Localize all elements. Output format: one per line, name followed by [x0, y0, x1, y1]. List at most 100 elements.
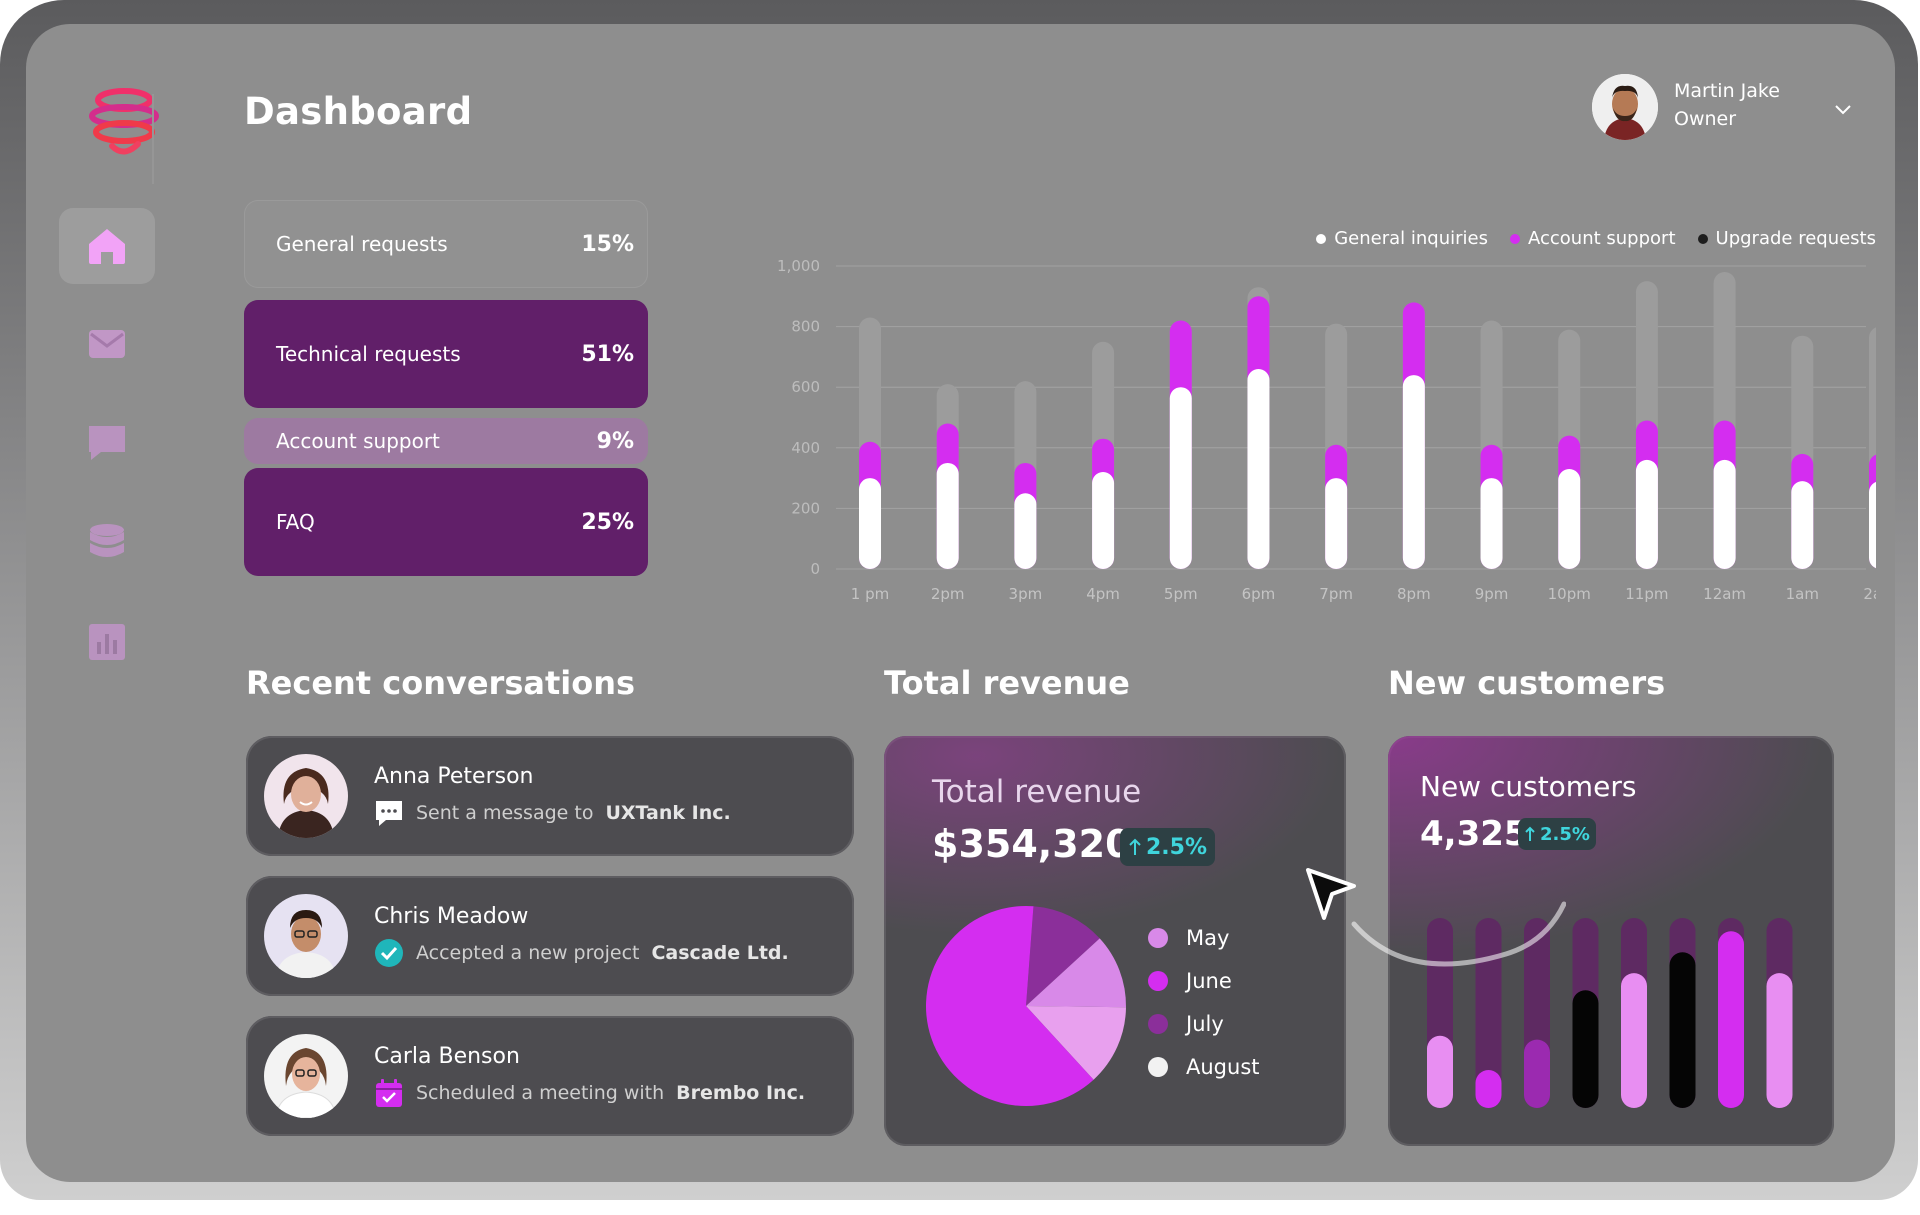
pie-legend-label: June: [1186, 968, 1232, 993]
bar-general-inquiries[interactable]: [1635, 459, 1658, 569]
customers-bar-chart: [1427, 918, 1793, 1108]
request-card-account[interactable]: Account support 9%: [244, 418, 648, 464]
request-card-general[interactable]: General requests 15%: [244, 200, 648, 288]
bar-general-inquiries[interactable]: [1402, 375, 1425, 569]
legend-dot: [1510, 233, 1520, 244]
request-label: Account support: [276, 429, 440, 453]
revenue-change-value: 2.5%: [1146, 834, 1208, 860]
bar-general-inquiries[interactable]: [1558, 469, 1581, 569]
activity-company[interactable]: Cascade Ltd.: [651, 942, 789, 964]
requests-bar-chart: General inquiries Account support Upgrad…: [766, 214, 1876, 614]
cursor-icon: [1306, 868, 1356, 920]
conversation-card[interactable]: Carla Benson Scheduled a meeting with Br…: [246, 1016, 854, 1136]
section-title-customers: New customers: [1388, 664, 1666, 702]
check-icon: [374, 938, 404, 968]
request-label: General requests: [276, 232, 448, 256]
customers-change-value: 2.5%: [1540, 823, 1590, 845]
pie-legend-dot: [1148, 1013, 1168, 1034]
avatar-chris-icon: [264, 894, 348, 978]
user-menu[interactable]: Martin Jake Owner: [1592, 74, 1872, 154]
chart-legend: General inquiries Account support Upgrad…: [1316, 228, 1876, 249]
bar-general-inquiries[interactable]: [1169, 387, 1192, 569]
nav-messages[interactable]: [59, 306, 155, 382]
activity-company[interactable]: UXTank Inc.: [605, 802, 731, 824]
contact-name: Chris Meadow: [374, 904, 529, 929]
legend-dot: [1697, 233, 1708, 244]
contact-name: Anna Peterson: [374, 764, 534, 789]
customer-bar[interactable]: [1524, 1039, 1550, 1108]
customers-card[interactable]: New customers 4,325 2.5%: [1388, 736, 1834, 1146]
x-tick-label: 1am: [1786, 585, 1819, 603]
arrow-up-icon: [1129, 838, 1141, 855]
x-tick-label: 11pm: [1625, 585, 1668, 603]
mail-icon: [89, 330, 125, 358]
calendar-icon: [374, 1078, 404, 1108]
revenue-card[interactable]: Total revenue $354,320 2.5% May June Jul…: [884, 736, 1346, 1146]
request-card-technical[interactable]: Technical requests 51%: [244, 300, 648, 408]
pie-slice-june[interactable]: [926, 906, 1094, 1106]
x-tick-label: 2am: [1863, 585, 1876, 603]
legend-item-account: Account support: [1510, 228, 1676, 249]
pie-legend-item: May: [1148, 916, 1260, 959]
nav-analytics[interactable]: [59, 604, 155, 680]
pie-slice-july[interactable]: [1026, 906, 1100, 1006]
pie-slice-may[interactable]: [1026, 938, 1126, 1008]
x-tick-label: 3pm: [1009, 585, 1043, 603]
avatar: [264, 754, 348, 838]
request-percentage: 25%: [581, 509, 634, 535]
legend-label: Upgrade requests: [1715, 228, 1876, 249]
request-label: Technical requests: [276, 342, 461, 366]
avatar: [264, 894, 348, 978]
bar-general-inquiries[interactable]: [859, 478, 881, 569]
activity-company[interactable]: Brembo Inc.: [676, 1082, 806, 1104]
request-percentage: 15%: [581, 231, 634, 257]
activity-action: Scheduled a meeting with: [416, 1082, 665, 1104]
chevron-down-icon[interactable]: [1832, 98, 1854, 120]
bar-general-inquiries[interactable]: [1014, 493, 1037, 569]
revenue-glow: [884, 736, 1344, 936]
customer-bar[interactable]: [1621, 973, 1647, 1108]
x-tick-label: 4pm: [1086, 585, 1120, 603]
y-tick-label: 600: [791, 378, 820, 396]
customer-bar[interactable]: [1766, 973, 1793, 1108]
nav-home[interactable]: [59, 208, 155, 284]
customer-bar[interactable]: [1427, 1035, 1453, 1108]
customer-bar[interactable]: [1475, 1070, 1502, 1108]
bar-general-inquiries[interactable]: [1325, 478, 1348, 569]
customer-bar-track: [1475, 918, 1502, 1108]
pie-legend-label: August: [1186, 1054, 1260, 1079]
customer-bar[interactable]: [1572, 990, 1599, 1108]
bar-general-inquiries[interactable]: [1480, 478, 1503, 569]
customer-bar[interactable]: [1669, 952, 1696, 1108]
request-card-faq[interactable]: FAQ 25%: [244, 468, 648, 576]
customer-bar[interactable]: [1718, 931, 1744, 1108]
y-tick-label: 1,000: [777, 257, 820, 275]
x-tick-label: 9pm: [1475, 585, 1509, 603]
user-role: Owner: [1674, 108, 1737, 130]
bar-general-inquiries[interactable]: [1713, 459, 1736, 569]
pie-legend: May June July August: [1148, 916, 1260, 1088]
pie-slice-august[interactable]: [1026, 1006, 1126, 1080]
section-title-revenue: Total revenue: [884, 664, 1130, 702]
bar-general-inquiries[interactable]: [936, 462, 959, 569]
y-tick-label: 0: [810, 560, 820, 578]
bar-general-inquiries[interactable]: [1247, 369, 1270, 569]
pie-legend-dot: [1148, 970, 1168, 991]
pie-legend-item: August: [1148, 1045, 1260, 1088]
conversation-card[interactable]: Chris Meadow Accepted a new project Casc…: [246, 876, 854, 996]
customers-title: New customers: [1420, 770, 1637, 803]
pie-legend-label: July: [1186, 1011, 1224, 1036]
bar-general-inquiries[interactable]: [1791, 481, 1814, 569]
database-icon: [90, 524, 124, 557]
nav-database[interactable]: [59, 504, 155, 580]
x-tick-label: 7pm: [1319, 585, 1353, 603]
bar-chart-canvas: 0 200 400 600 800 1,000 1 pm 2pm 3pm 4pm 5pm 6pm 7pm…: [777, 257, 1876, 603]
message-icon: [374, 798, 404, 828]
pie-legend-dot: [1148, 927, 1168, 948]
nav-chat[interactable]: [59, 404, 155, 480]
bar-general-inquiries[interactable]: [1092, 472, 1115, 569]
conversation-card[interactable]: Anna Peterson Sent a message to UXTank I…: [246, 736, 854, 856]
user-avatar[interactable]: [1592, 74, 1658, 140]
section-title-conversations: Recent conversations: [246, 664, 636, 702]
bar-general-inquiries[interactable]: [1869, 481, 1876, 569]
